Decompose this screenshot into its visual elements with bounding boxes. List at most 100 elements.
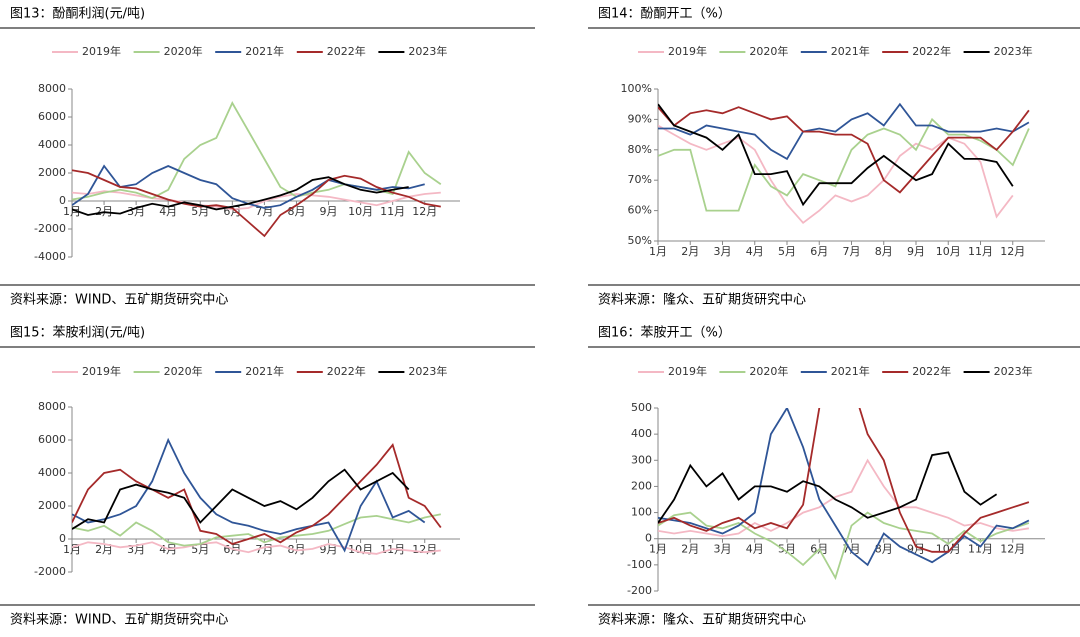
- y-tick-label: 4000: [38, 466, 66, 479]
- y-tick-label: 70%: [628, 173, 652, 186]
- y-tick-label: -200: [627, 584, 652, 597]
- x-tick-label: 7月: [843, 245, 861, 258]
- x-tick-label: 5月: [191, 205, 209, 218]
- y-tick-label: 200: [631, 479, 652, 492]
- legend-label: 2021年: [831, 44, 870, 58]
- x-tick-label: 7月: [255, 205, 273, 218]
- y-tick-label: 100: [631, 506, 652, 519]
- series-line: [658, 511, 1030, 581]
- x-tick-label: 3月: [714, 245, 732, 258]
- chart-title: 图14：酚酮开工（%）: [598, 7, 731, 22]
- y-tick-label: -2000: [34, 222, 66, 235]
- x-tick-label: 11月: [380, 205, 405, 218]
- legend-label: 2020年: [164, 44, 203, 58]
- series-line: [658, 117, 1030, 212]
- series-line: [72, 541, 441, 555]
- y-tick-label: 6000: [38, 433, 66, 446]
- chart-title: 图15：苯胺利润(元/吨): [10, 326, 145, 341]
- x-tick-label: 12月: [412, 205, 437, 218]
- x-tick-label: 4月: [746, 543, 764, 556]
- x-tick-label: 9月: [907, 245, 925, 258]
- series-line: [72, 176, 409, 216]
- y-tick-label: 300: [631, 453, 652, 466]
- y-tick-label: 500: [631, 401, 652, 414]
- legend-label: 2021年: [245, 44, 284, 58]
- x-tick-label: 8月: [287, 205, 305, 218]
- legend-label: 2022年: [327, 364, 366, 378]
- legend-label: 2023年: [994, 364, 1033, 378]
- y-tick-label: -4000: [34, 250, 66, 263]
- series-line: [658, 103, 1014, 207]
- y-tick-label: 0: [645, 532, 652, 545]
- legend-label: 2022年: [912, 44, 951, 58]
- y-tick-label: 8000: [38, 82, 66, 95]
- y-tick-label: 0: [59, 532, 66, 545]
- chart-title: 图16：苯胺开工（%）: [598, 326, 731, 341]
- y-tick-label: 400: [631, 427, 652, 440]
- x-tick-label: 2月: [95, 543, 113, 556]
- chart-title: 图13：酚酮利润(元/吨): [10, 7, 145, 22]
- legend-label: 2019年: [82, 364, 121, 378]
- x-tick-label: 8月: [875, 543, 893, 556]
- y-tick-label: 0: [59, 194, 66, 207]
- x-tick-label: 1月: [649, 245, 667, 258]
- x-tick-label: 3月: [714, 543, 732, 556]
- x-tick-label: 2月: [681, 543, 699, 556]
- y-tick-label: 2000: [38, 499, 66, 512]
- x-tick-label: 12月: [1000, 245, 1025, 258]
- x-tick-label: 4月: [746, 245, 764, 258]
- y-tick-label: -2000: [34, 565, 66, 578]
- y-tick-label: -100: [627, 558, 652, 571]
- y-tick-label: 60%: [628, 204, 652, 217]
- series-line: [658, 102, 1030, 161]
- y-tick-label: 6000: [38, 110, 66, 123]
- series-line: [658, 458, 1030, 538]
- source: 资料来源：WIND、五矿期货研究中心: [10, 292, 228, 308]
- legend-label: 2022年: [327, 44, 366, 58]
- legend-label: 2020年: [749, 44, 788, 58]
- legend-label: 2021年: [831, 364, 870, 378]
- x-tick-label: 8月: [287, 543, 305, 556]
- legend-label: 2019年: [82, 44, 121, 58]
- x-tick-label: 11月: [968, 245, 993, 258]
- series-line: [658, 408, 1030, 567]
- source: 资料来源：隆众、五矿期货研究中心: [598, 292, 806, 308]
- series-line: [72, 468, 410, 530]
- y-tick-label: 2000: [38, 166, 66, 179]
- y-tick-label: 8000: [38, 400, 66, 413]
- x-tick-label: 9月: [320, 205, 338, 218]
- series-line: [658, 451, 998, 524]
- series-line: [72, 443, 442, 545]
- x-tick-label: 11月: [968, 543, 993, 556]
- source: 资料来源：WIND、五矿期货研究中心: [10, 612, 228, 628]
- x-tick-label: 12月: [1000, 543, 1025, 556]
- x-tick-label: 5月: [778, 543, 796, 556]
- legend-label: 2021年: [245, 364, 284, 378]
- source: 资料来源：隆众、五矿期货研究中心: [598, 612, 806, 628]
- legend-label: 2022年: [912, 364, 951, 378]
- series-line: [658, 106, 1030, 194]
- x-tick-label: 12月: [412, 543, 437, 556]
- x-tick-label: 5月: [191, 543, 209, 556]
- series-line: [658, 124, 1014, 225]
- y-tick-label: 90%: [628, 112, 652, 125]
- series-line: [658, 408, 1030, 553]
- x-tick-label: 2月: [681, 245, 699, 258]
- x-tick-label: 6月: [810, 245, 828, 258]
- legend-label: 2020年: [164, 364, 203, 378]
- y-tick-label: 100%: [621, 82, 652, 95]
- x-tick-label: 10月: [348, 205, 373, 218]
- legend-label: 2023年: [994, 44, 1033, 58]
- series-line: [72, 190, 441, 211]
- legend-label: 2019年: [668, 44, 707, 58]
- x-tick-label: 10月: [936, 245, 961, 258]
- x-tick-label: 5月: [778, 245, 796, 258]
- x-tick-label: 4月: [159, 205, 177, 218]
- legend-label: 2023年: [408, 364, 447, 378]
- y-tick-label: 50%: [628, 234, 652, 247]
- y-tick-label: 80%: [628, 143, 652, 156]
- legend-label: 2019年: [668, 364, 707, 378]
- x-tick-label: 8月: [875, 245, 893, 258]
- y-tick-label: 4000: [38, 138, 66, 151]
